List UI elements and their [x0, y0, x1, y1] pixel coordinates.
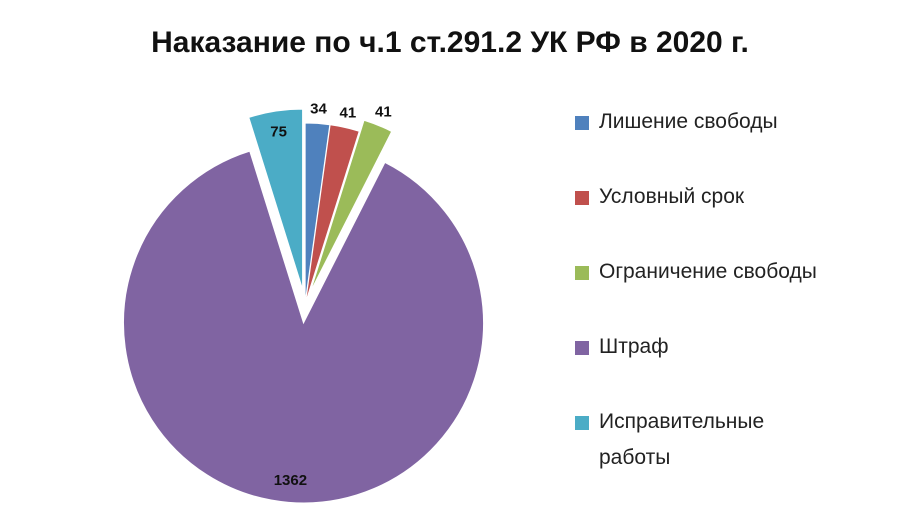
pie-slice [248, 108, 304, 290]
legend-swatch [575, 416, 589, 430]
pie-slice [123, 150, 484, 504]
data-label: 75 [270, 124, 287, 141]
legend-label: Штраф [599, 335, 669, 358]
legend-swatch [575, 191, 589, 205]
data-label: 41 [375, 103, 392, 120]
legend-swatch [575, 266, 589, 280]
legend-item: Ограничение свободы [575, 260, 885, 335]
legend-item: Штраф [575, 335, 885, 410]
legend: Лишение свободы Условный срок Ограничение … [575, 110, 885, 485]
data-label: 34 [310, 100, 327, 117]
legend-label: Ограничение свободы [599, 260, 817, 283]
legend-label: Условный срок [599, 185, 745, 208]
legend-label: Исправительные работы [599, 410, 765, 469]
legend-item: Исправительные работы [575, 410, 885, 485]
chart-title: Наказание по ч.1 ст.291.2 УК РФ в 2020 г… [151, 26, 749, 59]
data-label: 41 [340, 105, 357, 122]
pie-slice [304, 124, 360, 304]
legend-item: Условный срок [575, 185, 885, 260]
legend-swatch [575, 341, 589, 355]
legend-item: Лишение свободы [575, 110, 885, 185]
data-label: 1362 [274, 472, 307, 489]
legend-label: Лишение свободы [599, 110, 778, 133]
legend-swatch [575, 116, 589, 130]
pie-slice [309, 119, 393, 293]
